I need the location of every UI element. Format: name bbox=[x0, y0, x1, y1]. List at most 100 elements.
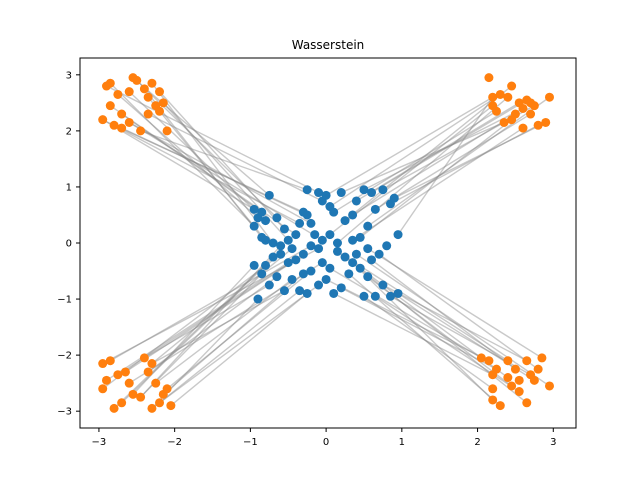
target-point bbox=[533, 120, 543, 130]
source-point bbox=[340, 216, 350, 226]
target-point bbox=[503, 373, 513, 383]
source-point bbox=[249, 221, 259, 231]
source-point bbox=[359, 291, 369, 301]
transport-line bbox=[329, 105, 494, 236]
target-point bbox=[155, 106, 165, 116]
transport-line bbox=[329, 267, 482, 359]
target-point bbox=[124, 378, 134, 388]
transport-line bbox=[367, 248, 543, 359]
target-point bbox=[109, 403, 119, 413]
transport-line bbox=[109, 82, 255, 227]
transport-line bbox=[344, 85, 513, 222]
source-point bbox=[363, 244, 373, 254]
target-point bbox=[526, 98, 536, 108]
source-point bbox=[272, 272, 282, 282]
transport-line bbox=[147, 113, 323, 202]
transport-line bbox=[132, 77, 270, 196]
target-point bbox=[518, 103, 528, 113]
transport-line bbox=[147, 276, 278, 373]
source-point bbox=[257, 269, 267, 279]
source-point bbox=[348, 258, 358, 268]
target-point bbox=[124, 117, 134, 127]
transport-line bbox=[158, 91, 285, 230]
target-point bbox=[98, 359, 108, 369]
transport-line bbox=[337, 250, 509, 362]
x-tick-label: −2 bbox=[167, 437, 182, 448]
transport-line bbox=[102, 119, 255, 210]
transport-line bbox=[352, 127, 524, 241]
target-point bbox=[507, 115, 517, 125]
target-point bbox=[510, 364, 520, 374]
transport-line bbox=[378, 253, 539, 370]
source-point bbox=[314, 244, 324, 254]
transport-line bbox=[333, 292, 494, 376]
transport-line bbox=[121, 264, 267, 404]
transport-line bbox=[363, 295, 494, 390]
source-point bbox=[272, 213, 282, 223]
source-point bbox=[249, 204, 259, 214]
source-point bbox=[314, 188, 324, 198]
target-point bbox=[113, 89, 123, 99]
y-tick-label: 0 bbox=[66, 239, 72, 250]
transport-line bbox=[109, 245, 312, 362]
target-point bbox=[484, 73, 494, 83]
target-point bbox=[484, 356, 494, 366]
target-point bbox=[98, 115, 108, 125]
transport-line bbox=[151, 284, 319, 409]
source-point bbox=[378, 185, 388, 195]
target-point bbox=[136, 392, 146, 402]
target-point bbox=[544, 381, 554, 391]
target-point bbox=[147, 403, 157, 413]
source-point bbox=[261, 216, 271, 226]
transport-line bbox=[102, 247, 319, 365]
target-point bbox=[503, 356, 513, 366]
target-point bbox=[136, 126, 146, 136]
y-tick-label: −3 bbox=[57, 407, 72, 418]
source-point bbox=[370, 204, 380, 214]
transport-line bbox=[382, 284, 528, 362]
source-point bbox=[264, 280, 274, 290]
source-point bbox=[302, 288, 312, 298]
transport-line bbox=[109, 105, 297, 236]
source-point bbox=[283, 258, 293, 268]
source-point bbox=[287, 274, 297, 284]
source-point bbox=[355, 232, 365, 242]
source-point bbox=[287, 244, 297, 254]
target-point bbox=[143, 92, 153, 102]
target-point bbox=[117, 109, 127, 119]
source-point bbox=[314, 280, 324, 290]
source-point bbox=[268, 238, 278, 248]
source-point bbox=[382, 241, 392, 251]
transport-line bbox=[102, 253, 282, 390]
target-points bbox=[98, 73, 554, 413]
source-point bbox=[321, 190, 331, 200]
target-point bbox=[151, 378, 161, 388]
transport-line bbox=[397, 292, 535, 381]
target-point bbox=[143, 109, 153, 119]
transport-line bbox=[128, 121, 323, 241]
target-point bbox=[162, 384, 172, 394]
target-point bbox=[526, 109, 536, 119]
source-point bbox=[253, 294, 263, 304]
source-point bbox=[385, 291, 395, 301]
target-point bbox=[491, 364, 501, 374]
source-point bbox=[332, 238, 342, 248]
target-point bbox=[102, 81, 112, 91]
source-point bbox=[283, 235, 293, 245]
source-point bbox=[279, 286, 289, 296]
transport-line bbox=[340, 287, 497, 370]
transport-line bbox=[344, 256, 528, 404]
source-point bbox=[317, 258, 327, 268]
x-tick-label: −3 bbox=[92, 437, 107, 448]
transport-line bbox=[337, 96, 509, 244]
target-point bbox=[143, 367, 153, 377]
source-point bbox=[276, 241, 286, 251]
transport-line bbox=[140, 130, 308, 191]
target-point bbox=[488, 384, 498, 394]
source-point bbox=[257, 207, 267, 217]
target-point bbox=[541, 117, 551, 127]
target-point bbox=[105, 356, 115, 366]
source-point bbox=[374, 249, 384, 259]
y-tick-label: −2 bbox=[57, 351, 72, 362]
transport-line bbox=[132, 264, 255, 395]
